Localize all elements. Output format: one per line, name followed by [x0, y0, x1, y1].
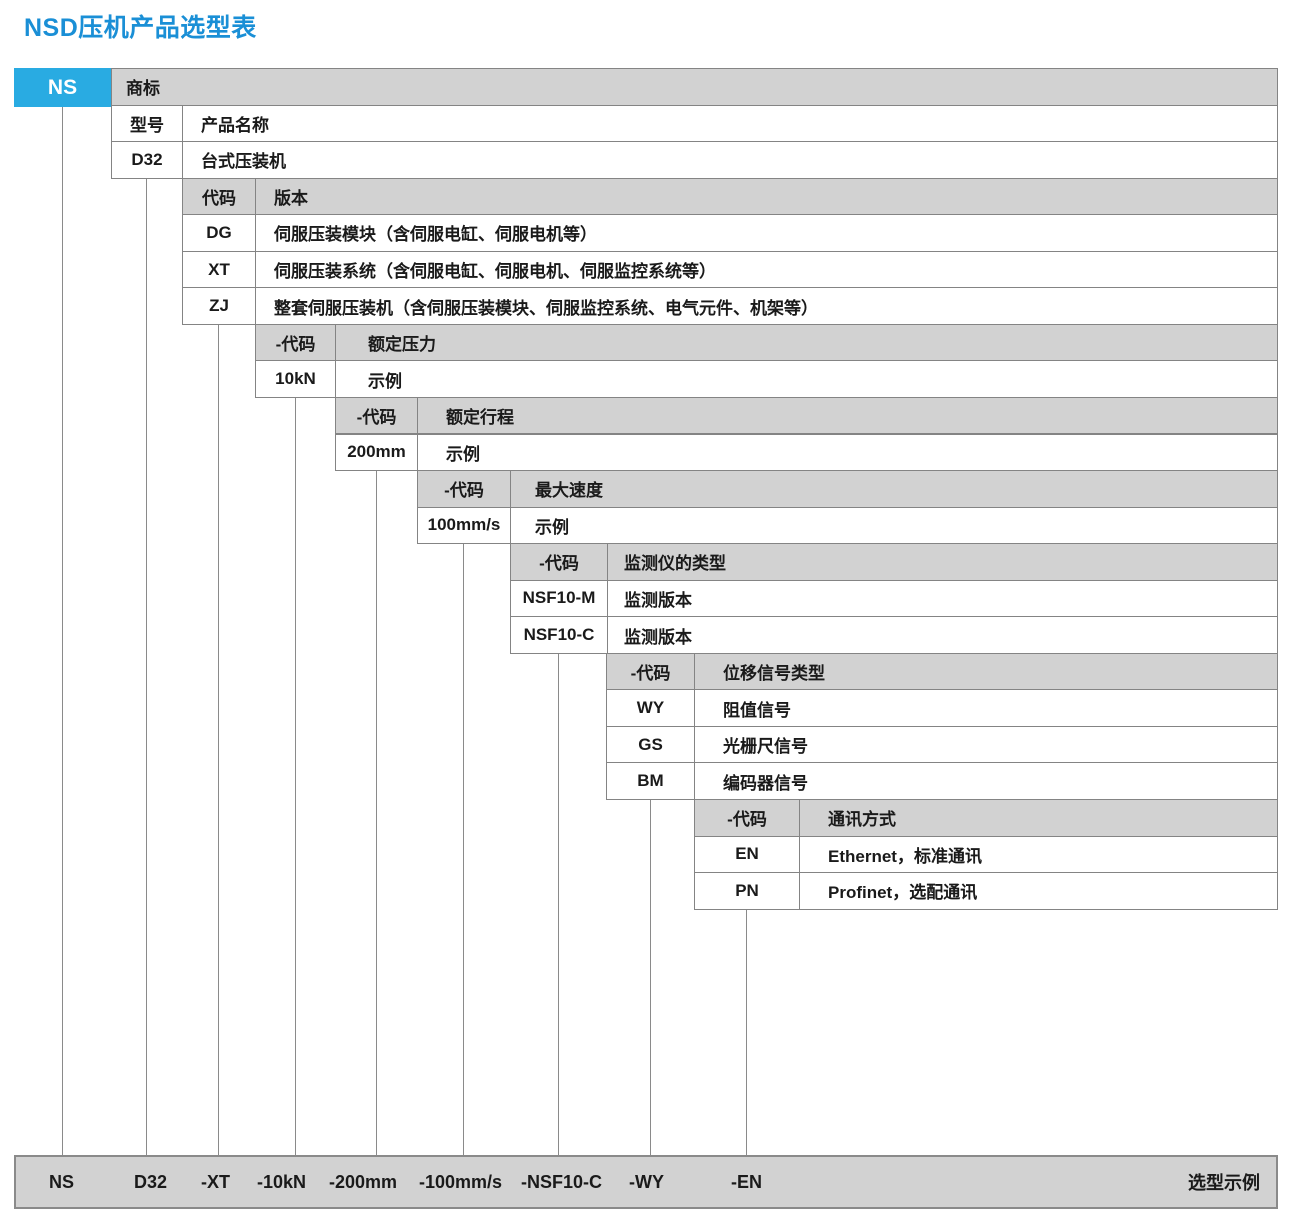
- code-cell-version-3: ZJ: [183, 288, 256, 324]
- row-rated-stroke-0: -代码 额定行程: [335, 396, 1278, 435]
- code-cell-rated-force-1: 10kN: [256, 361, 336, 397]
- example-code-5: -100mm/s: [419, 1171, 503, 1192]
- code-cell-max-speed-1: 100mm/s: [418, 507, 511, 544]
- desc-cell-displacement-signal-type-0: 位移信号类型: [723, 664, 825, 684]
- example-code-4: -200mm: [329, 1171, 398, 1192]
- desc-cell-monitor-type-1: 监测版本: [624, 590, 692, 610]
- desc-cell-displacement-signal-type-2: 光栅尺信号: [723, 737, 808, 757]
- example-code-3: -10kN: [257, 1171, 307, 1192]
- desc-cell-rated-stroke-1: 示例: [446, 444, 480, 464]
- desc-cell-version-3: 整套伺服压装机（含伺服压装模块、伺服监控系统、电气元件、机架等）: [274, 298, 818, 318]
- desc-cell-monitor-type-0: 监测仪的类型: [624, 554, 726, 574]
- connector-line-5: [463, 543, 464, 1155]
- connector-line-1: [146, 178, 147, 1155]
- desc-cell-rated-force-0: 额定压力: [368, 335, 436, 355]
- row-version-2: XT 伺服压装系统（含伺服电缸、伺服电机、伺服监控系统等）: [182, 250, 1278, 289]
- connector-line-4: [376, 470, 377, 1155]
- example-code-0: NS: [49, 1171, 75, 1192]
- desc-cell-max-speed-0: 最大速度: [535, 481, 603, 501]
- desc-cell-rated-stroke-0: 额定行程: [446, 408, 514, 428]
- row-communication-mode-1: EN Ethernet，标准通讯: [694, 835, 1278, 874]
- desc-cell-max-speed-1: 示例: [535, 517, 569, 537]
- code-cell-communication-mode-1: EN: [695, 836, 800, 873]
- code-cell-communication-mode-0: -代码: [695, 800, 800, 836]
- desc-cell-displacement-signal-type-1: 阻值信号: [723, 700, 791, 720]
- row-version-0: 代码 版本: [182, 177, 1278, 216]
- desc-cell-version-1: 伺服压装模块（含伺服电缸、伺服电机等）: [274, 225, 597, 245]
- row-communication-mode-0: -代码 通讯方式: [694, 799, 1278, 837]
- row-trademark-0: 商标: [111, 68, 1278, 106]
- desc-cell-communication-mode-2: Profinet，选配通讯: [828, 883, 978, 903]
- example-code-6: -NSF10-C: [521, 1171, 603, 1192]
- desc-cell-communication-mode-0: 通讯方式: [828, 810, 896, 830]
- row-version-1: DG 伺服压装模块（含伺服电缸、伺服电机等）: [182, 214, 1278, 252]
- row-monitor-type-1: NSF10-M 监测版本: [510, 579, 1278, 618]
- desc-cell-communication-mode-1: Ethernet，标准通讯: [828, 846, 982, 866]
- code-cell-version-2: XT: [183, 251, 256, 288]
- row-rated-force-0: -代码 额定压力: [255, 323, 1278, 362]
- row-max-speed-0: -代码 最大速度: [417, 470, 1278, 508]
- code-cell-version-1: DG: [183, 215, 256, 251]
- row-model-0: 型号 产品名称: [111, 104, 1278, 143]
- code-cell-displacement-signal-type-0: -代码: [607, 653, 695, 690]
- connector-line-0: [62, 106, 63, 1155]
- example-code-7: -WY: [629, 1171, 664, 1192]
- code-cell-rated-force-0: -代码: [256, 324, 336, 361]
- code-cell-rated-stroke-0: -代码: [336, 397, 418, 434]
- row-monitor-type-0: -代码 监测仪的类型: [510, 543, 1278, 581]
- code-cell-displacement-signal-type-2: GS: [607, 726, 695, 763]
- desc-cell-rated-force-1: 示例: [368, 371, 402, 391]
- row-communication-mode-2: PN Profinet，选配通讯: [694, 872, 1278, 910]
- connector-line-8: [746, 909, 747, 1155]
- code-cell-monitor-type-2: NSF10-C: [511, 617, 608, 653]
- example-bar-note: 选型示例: [1188, 1173, 1260, 1193]
- row-displacement-signal-type-3: BM 编码器信号: [606, 762, 1278, 800]
- row-rated-stroke-1: 200mm 示例: [335, 433, 1278, 472]
- desc-cell-trademark-0: 商标: [126, 79, 160, 99]
- desc-cell-displacement-signal-type-3: 编码器信号: [723, 773, 808, 793]
- code-cell-rated-stroke-1: 200mm: [336, 434, 418, 471]
- code-cell-max-speed-0: -代码: [418, 471, 511, 507]
- code-cell-version-0: 代码: [183, 178, 256, 215]
- row-monitor-type-2: NSF10-C 监测版本: [510, 616, 1278, 654]
- code-cell-communication-mode-2: PN: [695, 873, 800, 909]
- example-bar: NS D32 -XT -10kN -200mm -100mm/s -NSF10-C -WY -E…: [14, 1155, 1278, 1209]
- model-prefix-box: NS: [14, 68, 111, 107]
- row-version-3: ZJ 整套伺服压装机（含伺服压装模块、伺服监控系统、电气元件、机架等）: [182, 287, 1278, 325]
- row-model-1: D32 台式压装机: [111, 141, 1278, 179]
- desc-cell-version-0: 版本: [274, 188, 308, 208]
- code-cell-monitor-type-0: -代码: [511, 544, 608, 580]
- row-max-speed-1: 100mm/s 示例: [417, 506, 1278, 545]
- desc-cell-model-0: 产品名称: [201, 115, 269, 135]
- connector-line-6: [558, 653, 559, 1155]
- desc-cell-version-2: 伺服压装系统（含伺服电缸、伺服电机、伺服监控系统等）: [274, 262, 716, 282]
- code-cell-model-1: D32: [112, 142, 183, 178]
- connector-line-3: [295, 397, 296, 1155]
- connector-line-7: [650, 799, 651, 1155]
- row-displacement-signal-type-0: -代码 位移信号类型: [606, 652, 1278, 691]
- code-cell-monitor-type-1: NSF10-M: [511, 580, 608, 617]
- example-code-2: -XT: [201, 1171, 230, 1192]
- row-displacement-signal-type-2: GS 光栅尺信号: [606, 725, 1278, 764]
- code-cell-displacement-signal-type-1: WY: [607, 690, 695, 726]
- connector-line-2: [218, 324, 219, 1155]
- desc-cell-monitor-type-2: 监测版本: [624, 627, 692, 647]
- desc-cell-model-1: 台式压装机: [201, 152, 286, 172]
- code-cell-model-0: 型号: [112, 105, 183, 142]
- example-code-1: D32: [134, 1171, 168, 1192]
- row-rated-force-1: 10kN 示例: [255, 360, 1278, 398]
- page-title: NSD压机产品选型表: [24, 14, 257, 42]
- code-cell-displacement-signal-type-3: BM: [607, 763, 695, 799]
- example-code-8: -EN: [731, 1171, 762, 1192]
- row-displacement-signal-type-1: WY 阻值信号: [606, 689, 1278, 727]
